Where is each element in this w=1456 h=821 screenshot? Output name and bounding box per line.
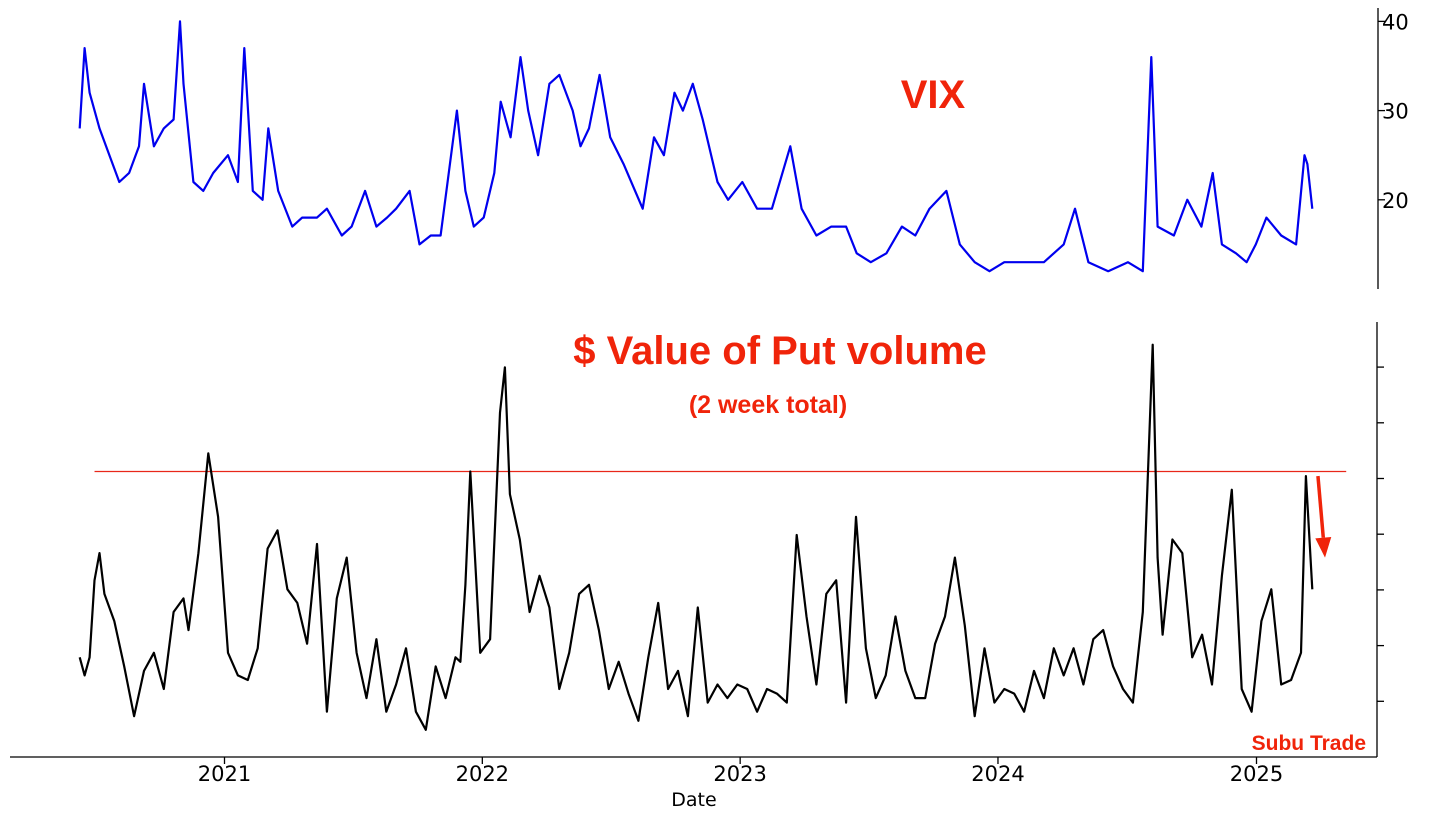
x-tick-label-2025: 2025 (1230, 762, 1283, 786)
vix-title: VIX (901, 73, 966, 117)
x-axis-title: Date (671, 789, 716, 811)
x-tick-label-2022: 2022 (456, 762, 509, 786)
watermark-text: Subu Trade (1252, 732, 1366, 755)
put-volume-panel: 2021 2022 2023 2024 2025 (10, 322, 1384, 786)
down-arrow-shaft (1316, 475, 1326, 538)
vix-y-tick-label: 40 (1382, 10, 1409, 34)
vix-y-tick-label: 30 (1382, 100, 1409, 124)
put-volume-series-line (78, 343, 1314, 731)
down-arrow-head (1315, 537, 1332, 558)
vix-panel: 20 30 40 (78, 8, 1409, 289)
x-tick-label-2021: 2021 (198, 762, 251, 786)
x-tick-label-2024: 2024 (971, 762, 1024, 786)
x-tick-label-2023: 2023 (713, 762, 766, 786)
vix-series-line (78, 20, 1314, 273)
put-volume-subtitle: (2 week total) (689, 391, 847, 419)
put-volume-title: $ Value of Put volume (573, 329, 986, 373)
vix-y-tick-label: 20 (1382, 189, 1409, 213)
